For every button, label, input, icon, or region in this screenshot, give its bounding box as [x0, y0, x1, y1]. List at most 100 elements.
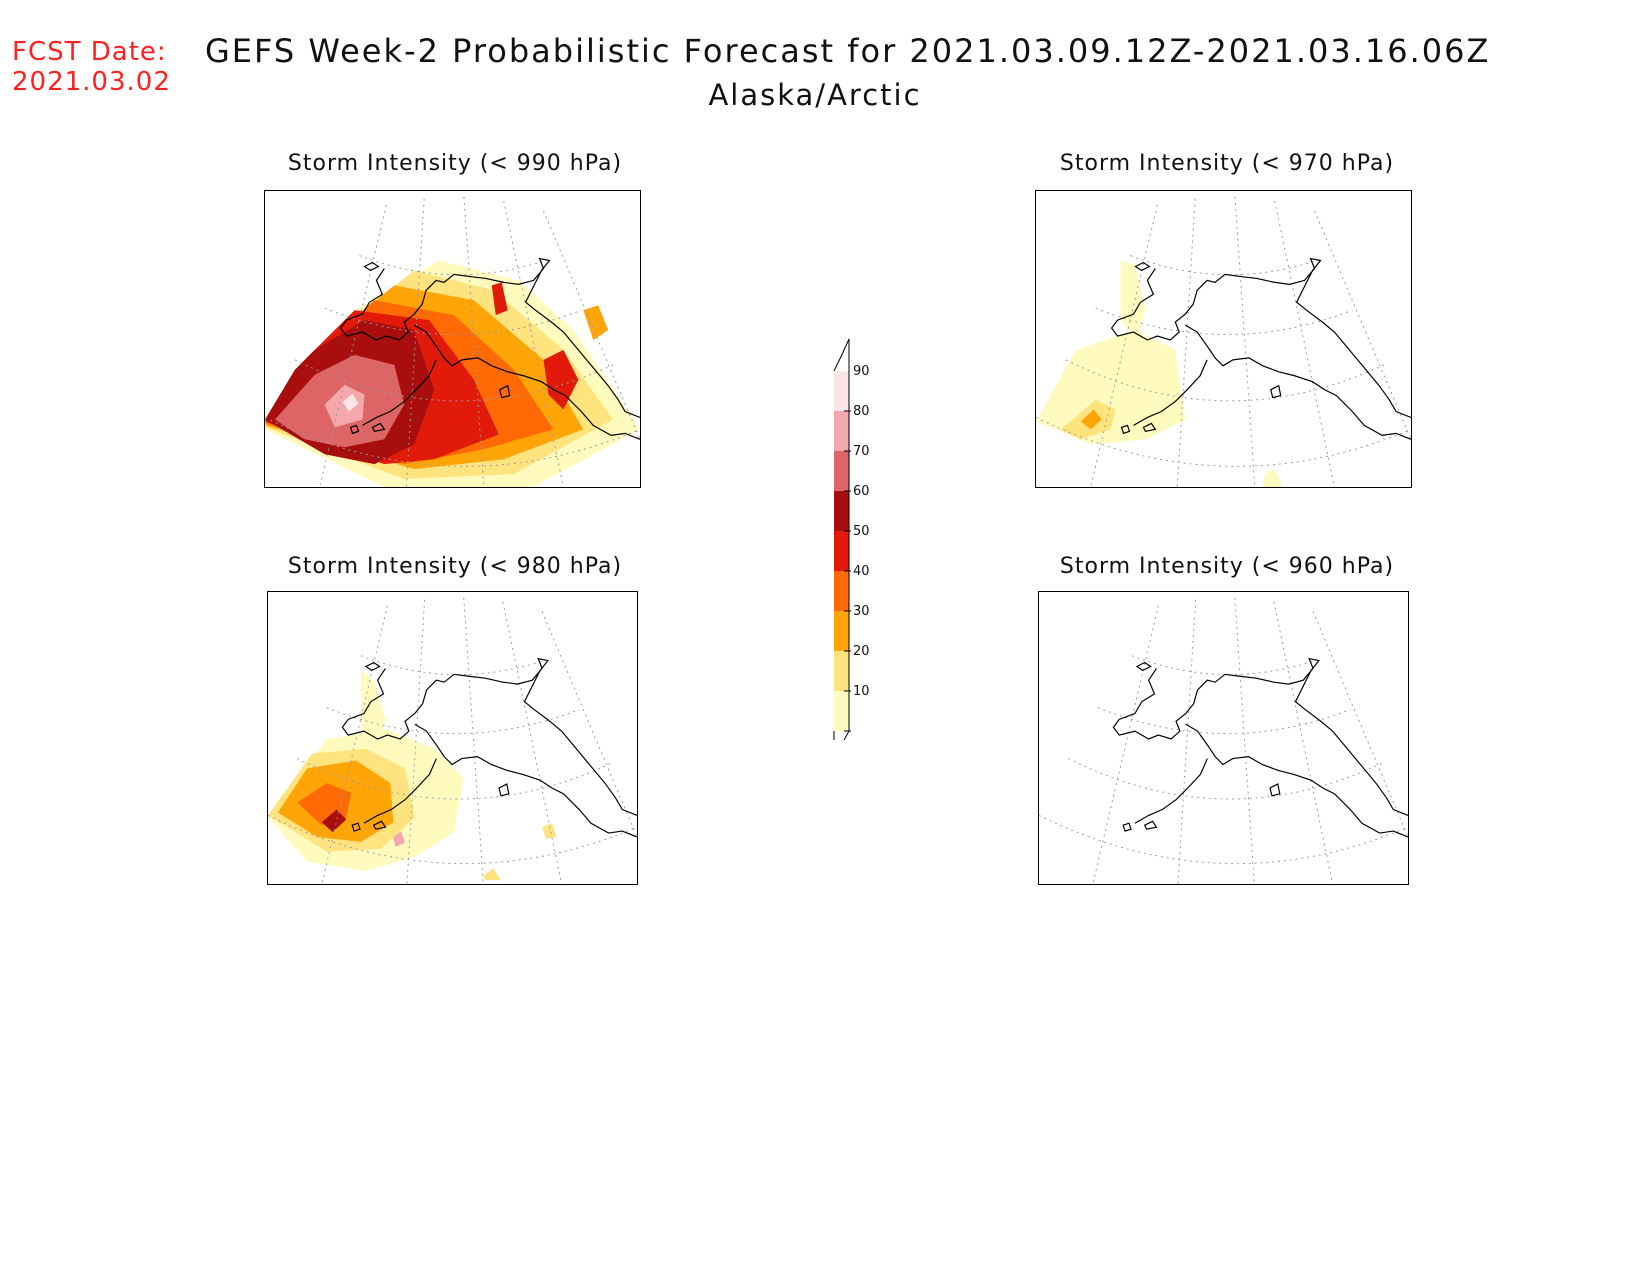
panel-title-980: Storm Intensity (< 980 hPa) — [287, 554, 623, 579]
probability-field — [268, 670, 557, 881]
coastline-peninsula — [362, 359, 437, 426]
coastline-gulf — [413, 324, 640, 440]
island — [372, 820, 387, 830]
island — [1134, 261, 1151, 272]
map-canvas — [265, 196, 640, 487]
coastline — [339, 257, 640, 440]
colorbar-segment — [834, 611, 849, 651]
grid-line — [1068, 758, 1382, 800]
panel-title-960: Storm Intensity (< 960 hPa) — [1059, 554, 1395, 579]
colorbar-segment — [834, 531, 849, 571]
lat-lon-grid — [1036, 196, 1411, 487]
island — [364, 661, 381, 672]
probability-region — [342, 393, 359, 412]
coastline-gulf — [414, 723, 637, 838]
probability-region — [1080, 409, 1102, 430]
grid-line — [1312, 611, 1408, 838]
grid-line — [268, 814, 637, 865]
grid-line — [405, 198, 425, 487]
probability-colorbar: 90 80 70 60 50 40 30 20 10 — [833, 338, 870, 740]
island — [1120, 424, 1131, 435]
grid-line — [406, 599, 426, 884]
colorbar-tick-label: 70 — [853, 444, 870, 459]
probability-field — [265, 260, 640, 487]
grid-line — [1234, 196, 1256, 487]
island — [499, 384, 511, 399]
grid-line — [1092, 605, 1159, 884]
island — [349, 424, 360, 435]
grid-line — [321, 605, 388, 884]
probability-region — [491, 282, 508, 316]
island — [351, 822, 361, 832]
probability-field — [1036, 260, 1283, 487]
map-panel-980 — [267, 591, 638, 885]
grid-line — [1090, 204, 1158, 487]
colorbar-bottom-end — [833, 730, 850, 740]
probability-region — [1036, 330, 1186, 445]
island — [371, 422, 386, 433]
map-panel-960 — [1038, 591, 1409, 885]
colorbar-tick-label: 60 — [853, 484, 870, 499]
island — [1135, 661, 1152, 672]
coastline — [341, 657, 637, 838]
grid-line — [463, 196, 485, 487]
probability-region — [321, 809, 347, 833]
coastline — [1110, 257, 1411, 440]
colorbar-segment — [834, 691, 849, 731]
grid-line — [503, 200, 564, 487]
colorbar-tick-label: 90 — [853, 364, 870, 379]
grid-line — [1274, 200, 1335, 487]
lat-lon-grid — [1039, 597, 1408, 884]
island — [1269, 783, 1281, 797]
grid-line — [360, 655, 551, 676]
grid-line — [463, 597, 484, 884]
colorbar-segment — [834, 651, 849, 691]
grid-line — [265, 417, 640, 467]
probability-region — [483, 868, 501, 881]
map-canvas — [1036, 196, 1411, 487]
grid-line — [324, 307, 582, 335]
grid-line — [1039, 814, 1408, 865]
panel-title-970: Storm Intensity (< 970 hPa) — [1059, 151, 1395, 176]
colorbar-segment — [834, 411, 849, 451]
colorbar-segment — [834, 571, 849, 611]
island — [1122, 822, 1132, 832]
probability-region — [583, 305, 609, 340]
coastline-main — [339, 257, 640, 419]
map-canvas — [268, 597, 637, 884]
coastline-peninsula — [363, 758, 437, 824]
probability-region — [393, 831, 406, 847]
probability-region — [542, 823, 557, 839]
grid-line — [1130, 255, 1323, 276]
grid-line — [319, 204, 387, 487]
page-title: GEFS Week-2 Probabilistic Forecast for 2… — [205, 32, 1491, 70]
colorbar-tick-label: 20 — [853, 644, 870, 659]
colorbar-tick-label: 30 — [853, 604, 870, 619]
fcst-date-label: FCST Date: — [12, 37, 167, 67]
grid-line — [502, 601, 563, 884]
fcst-date-value: 2021.03.02 — [12, 67, 171, 97]
island — [1142, 422, 1157, 433]
coastline-gulf — [1184, 324, 1411, 440]
probability-region — [543, 349, 579, 410]
island — [1270, 384, 1282, 399]
page-subtitle: Alaska/Arctic — [708, 78, 922, 112]
probability-region — [324, 384, 365, 428]
grid-line — [1273, 601, 1334, 884]
island — [498, 783, 510, 797]
probability-region — [1120, 260, 1146, 340]
colorbar-segment — [834, 491, 849, 531]
probability-region — [360, 670, 386, 749]
panel-title-990: Storm Intensity (< 990 hPa) — [287, 151, 623, 176]
coastline-peninsula — [1134, 758, 1208, 824]
island — [1143, 820, 1158, 830]
colorbar-tick-label: 10 — [853, 684, 870, 699]
colorbar-segment — [834, 371, 849, 411]
grid-line — [1097, 707, 1351, 735]
grid-line — [1314, 210, 1411, 440]
coastline-gulf — [1185, 723, 1408, 838]
coastline — [1112, 657, 1408, 838]
coastline-main — [1110, 257, 1411, 419]
grid-line — [326, 707, 580, 735]
grid-line — [1131, 655, 1322, 676]
